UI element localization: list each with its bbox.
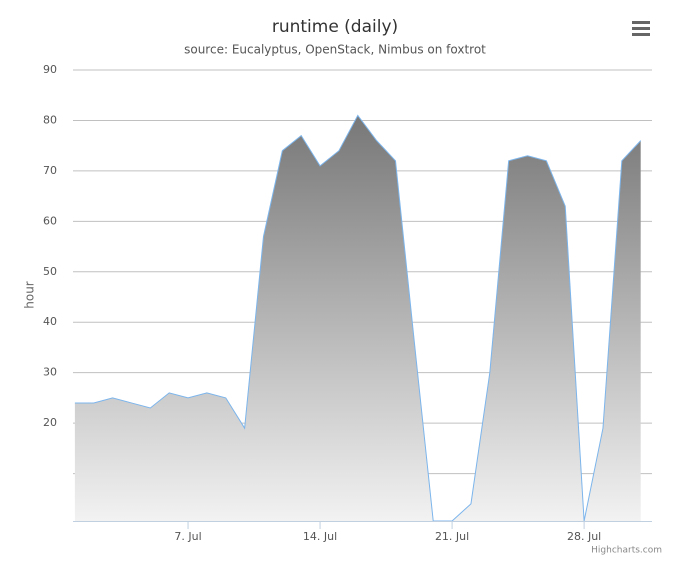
credits[interactable]: Highcharts.com (591, 546, 662, 556)
x-tick-label: 14. Jul (303, 530, 337, 543)
menu-bar (632, 21, 650, 24)
y-axis-title: hour (23, 281, 37, 309)
x-tick-label: 7. Jul (174, 530, 201, 543)
y-tick-label: 80 (43, 113, 57, 126)
y-tick-label: 40 (43, 315, 57, 328)
y-tick-label: 70 (43, 164, 57, 177)
y-tick-label: 50 (43, 265, 57, 278)
y-tick-label: 60 (43, 214, 57, 227)
x-tick-label: 21. Jul (435, 530, 469, 543)
chart-title: runtime (daily) (272, 17, 398, 37)
area-fill (74, 115, 641, 521)
area-line (74, 114, 642, 521)
menu-bar (632, 33, 650, 36)
y-tick-label: 30 (43, 366, 57, 379)
y-tick-label: 20 (43, 416, 57, 429)
menu-bar (632, 27, 650, 30)
chart-subtitle: source: Eucalyptus, OpenStack, Nimbus on… (184, 43, 486, 57)
y-tick-label: 90 (43, 63, 57, 76)
x-tick-label: 28. Jul (567, 530, 601, 543)
menu-button[interactable] (632, 21, 650, 36)
